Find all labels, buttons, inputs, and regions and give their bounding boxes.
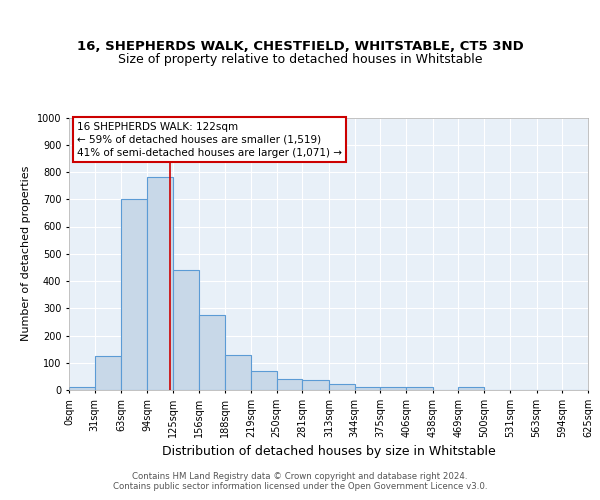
Bar — [406, 388, 433, 390]
X-axis label: Distribution of detached houses by size in Whitstable: Distribution of detached houses by size … — [161, 446, 496, 458]
Bar — [69, 388, 95, 390]
Text: 16, SHEPHERDS WALK, CHESTFIELD, WHITSTABLE, CT5 3ND: 16, SHEPHERDS WALK, CHESTFIELD, WHITSTAB… — [77, 40, 523, 52]
Bar — [121, 199, 147, 390]
Text: Contains HM Land Registry data © Crown copyright and database right 2024.: Contains HM Land Registry data © Crown c… — [132, 472, 468, 481]
Bar — [329, 384, 355, 390]
Bar — [302, 380, 329, 390]
Bar — [199, 315, 225, 390]
Bar — [251, 371, 277, 390]
Text: Size of property relative to detached houses in Whitstable: Size of property relative to detached ho… — [118, 53, 482, 66]
Bar — [225, 354, 251, 390]
Bar — [147, 178, 173, 390]
Text: Contains public sector information licensed under the Open Government Licence v3: Contains public sector information licen… — [113, 482, 487, 491]
Y-axis label: Number of detached properties: Number of detached properties — [22, 166, 31, 342]
Bar — [277, 379, 302, 390]
Bar — [355, 388, 380, 390]
Text: 16 SHEPHERDS WALK: 122sqm
← 59% of detached houses are smaller (1,519)
41% of se: 16 SHEPHERDS WALK: 122sqm ← 59% of detac… — [77, 122, 342, 158]
Bar — [458, 388, 484, 390]
Bar — [95, 356, 121, 390]
Bar — [173, 270, 199, 390]
Bar — [380, 388, 406, 390]
